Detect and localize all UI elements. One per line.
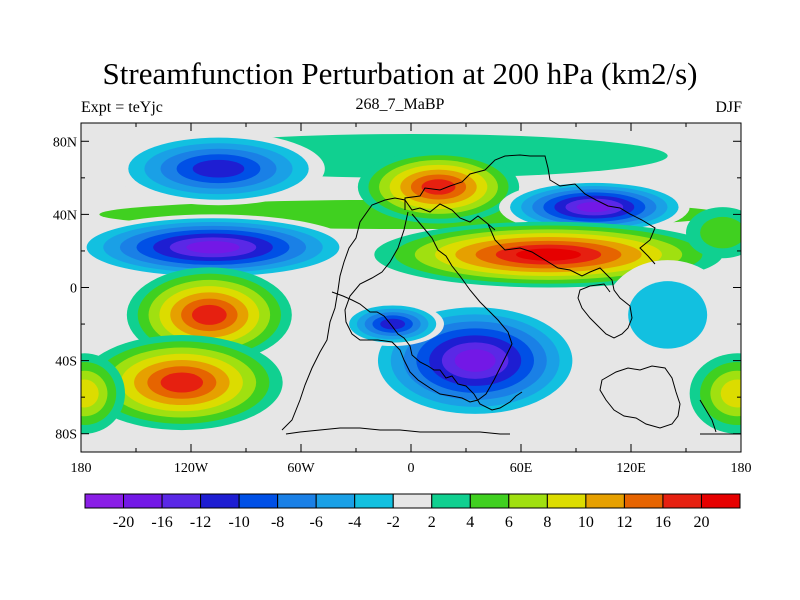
x-tick-label: 0 [408, 461, 415, 476]
x-tick-label: 180 [731, 461, 752, 476]
contour-region [380, 318, 406, 330]
coastline-south-america [331, 291, 523, 411]
y-tick-label: 80S [55, 428, 77, 443]
colorbar-swatch [277, 493, 317, 509]
colorbar-label: -12 [190, 514, 211, 531]
contour-region [192, 159, 245, 178]
colorbar-swatch [585, 493, 625, 509]
coastline-eurasia [404, 154, 656, 265]
coastline-layer [281, 154, 741, 435]
contour-region [700, 216, 741, 249]
run-id-label: 268_7_MaBP [355, 96, 445, 113]
colorbar-label: 10 [578, 514, 594, 531]
colorbar-label: 8 [543, 514, 551, 531]
contour-region [720, 379, 741, 408]
colorbar-swatch [161, 493, 202, 509]
contour-fill-layer [81, 132, 741, 434]
season-label: DJF [715, 99, 742, 116]
colorbar-label: 2 [428, 514, 436, 531]
colorbar-label: -8 [271, 514, 284, 531]
colorbar-swatch [84, 493, 125, 509]
colorbar-swatch [431, 493, 471, 509]
y-tick-label: 0 [70, 282, 77, 297]
colorbar-swatch [238, 493, 279, 509]
y-axis: 80N 40N 0 40S 80S [53, 135, 741, 443]
colorbar-label: 20 [693, 514, 709, 531]
map-title: Streamfunction Perturbation at 200 hPa (… [102, 56, 698, 91]
colorbar-swatch [662, 493, 702, 509]
y-tick-label: 80N [53, 135, 77, 150]
colorbar-swatch [700, 493, 741, 509]
colorbar-swatch [200, 493, 240, 509]
x-axis: 180 120W 60W 0 60E 120E 180 [71, 123, 752, 476]
colorbar-label: -4 [348, 514, 361, 531]
coastline-america [281, 197, 496, 431]
x-tick-label: 120W [174, 461, 209, 476]
colorbar-label: 4 [466, 514, 474, 531]
colorbar-label: 6 [505, 514, 513, 531]
contour-region [160, 372, 204, 393]
coastline-africa [344, 211, 513, 403]
coastline-asia-south [487, 223, 633, 339]
coastline-new-zealand [699, 399, 717, 433]
contour-region [191, 304, 227, 325]
contour-region [421, 179, 456, 195]
colorbar-swatch [123, 493, 163, 509]
coastline-australia [599, 365, 681, 429]
colorbar-swatch [546, 493, 587, 509]
contour-region [516, 248, 581, 261]
colorbar-swatch [508, 493, 548, 509]
colorbar-label: -10 [228, 514, 249, 531]
colorbar-swatch [315, 493, 356, 509]
colorbar-swatch [354, 493, 394, 509]
colorbar-label: -16 [151, 514, 172, 531]
x-tick-label: 60E [510, 461, 533, 476]
y-tick-label: 40S [55, 355, 77, 370]
x-tick-label: 120E [616, 461, 646, 476]
coastline-antarctica [285, 427, 510, 435]
colorbar-swatch [469, 493, 510, 509]
contour-region [186, 241, 240, 254]
colorbar-label: -20 [113, 514, 134, 531]
x-tick-label: 180 [71, 461, 92, 476]
contour-region [628, 281, 708, 349]
contour-region [576, 201, 613, 213]
contour-region [454, 349, 496, 372]
colorbar-label: 16 [655, 514, 671, 531]
colorbar-label: -6 [310, 514, 323, 531]
colorbar-swatch [392, 493, 433, 509]
colorbar-label: -2 [387, 514, 400, 531]
colorbar: -20 -16 -12 -10 -8 -6 -4 -2 2 4 6 8 10 12 16 20 [84, 493, 741, 531]
experiment-label: Expt = teYjc [81, 99, 163, 116]
x-tick-label: 60W [287, 461, 315, 476]
y-tick-label: 40N [53, 208, 77, 223]
colorbar-label: 12 [616, 514, 632, 531]
colorbar-swatch [623, 493, 664, 509]
contour-region [81, 379, 99, 408]
